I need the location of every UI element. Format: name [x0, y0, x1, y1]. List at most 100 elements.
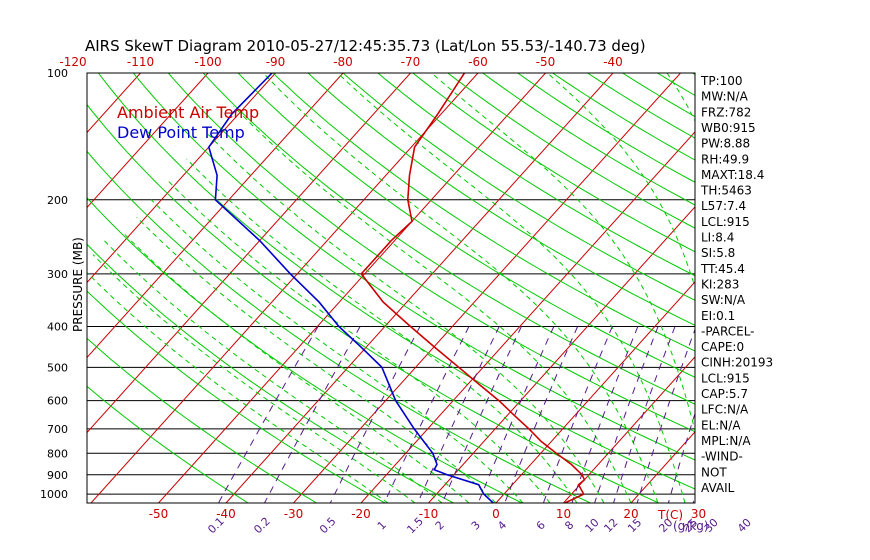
top-temp-tick-label: -90 [266, 55, 286, 69]
dry-adiabat-line [307, 73, 695, 326]
mixing-ratio-label: 0.5 [317, 515, 339, 537]
isotherm-line [563, 356, 695, 503]
dry-adiabat-line [87, 385, 249, 503]
bottom-temp-tick-label: -30 [284, 507, 304, 521]
isotherm-line [0, 73, 73, 503]
bottom-temp-tick-label: -10 [419, 507, 439, 521]
moist-adiabat-line [92, 254, 416, 503]
stability-index-item: RH:49.9 [701, 152, 749, 166]
mixing-ratio-line [218, 326, 319, 503]
dry-adiabat-line [132, 73, 695, 461]
top-temp-tick-label: -70 [401, 55, 421, 69]
dry-adiabat-line [87, 337, 317, 503]
stability-index-item: WB0:915 [701, 121, 756, 135]
dry-adiabat-line [447, 73, 695, 229]
stability-index-item: FRZ:782 [701, 105, 751, 119]
top-temp-tick-label: -80 [333, 55, 353, 69]
dewpoint-profile-line [207, 73, 494, 503]
dry-adiabat-line [272, 73, 695, 352]
dry-adiabat-line [98, 73, 695, 490]
mixing-ratio-label: 4 [495, 518, 509, 532]
dry-adiabat-line [87, 290, 386, 503]
moist-adiabat-line [103, 240, 443, 503]
moist-adiabat-line [759, 73, 793, 503]
moist-adiabat-line [123, 232, 470, 503]
top-temp-tick-label: -40 [603, 55, 623, 69]
mixing-ratio-line [417, 326, 500, 503]
stability-index-item: LCL:915 [701, 371, 750, 385]
mixing-ratio-label: 1 [375, 518, 389, 532]
top-temp-tick-label: -120 [59, 55, 86, 69]
bottom-temp-tick-label: 30 [691, 507, 706, 521]
bottom-temp-tick-label: 20 [623, 507, 638, 521]
mixing-ratio-line [504, 326, 579, 503]
dry-adiabat-line [412, 73, 695, 253]
stability-index-item: CAP:5.7 [701, 387, 748, 401]
stability-index-item: MPL:N/A [701, 434, 751, 448]
stability-index-item: -WIND- [701, 450, 743, 464]
mixing-ratio-line [636, 328, 695, 503]
stability-index-item: LFC:N/A [701, 403, 749, 417]
dry-adiabat-line [237, 73, 695, 378]
bottom-temp-tick-label: 0 [492, 507, 500, 521]
stability-index-item: MAXT:18.4 [701, 168, 764, 182]
diagram-grid [0, 73, 870, 504]
stability-index-item: L57:7.4 [701, 199, 746, 213]
mixing-ratio-line [383, 326, 470, 503]
isotherm-line [766, 73, 870, 503]
mixing-ratio-line [747, 327, 794, 504]
mixing-ratio-label: 2 [433, 518, 447, 532]
stability-index-item: CINH:20193 [701, 356, 773, 370]
plot-frame [86, 72, 696, 504]
stability-index-item: TH:5463 [700, 184, 752, 198]
bottom-temp-tick-labels: -50 -40 -30 -20 -10 0 10 20 30 [149, 507, 706, 521]
isotherm-line [0, 73, 6, 503]
dry-adiabat-line [482, 73, 695, 206]
mixing-ratio-line [264, 326, 361, 503]
top-temp-tick-label: -110 [127, 55, 154, 69]
pressure-tick-label: 600 [47, 395, 68, 408]
dry-adiabat-line [87, 150, 591, 503]
moist-adiabat-line [167, 180, 551, 503]
stability-index-item: SW:N/A [701, 293, 746, 307]
mixing-ratio-label: 12 [601, 516, 620, 535]
stability-index-item: NOT [701, 465, 727, 479]
moist-adiabat-line [233, 105, 632, 503]
mixing-ratio-line [613, 326, 676, 503]
dry-adiabat-line [517, 73, 695, 183]
stability-index-item: CAPE:0 [701, 340, 744, 354]
stability-index-item: PW:8.88 [701, 137, 750, 151]
isotherm-line [495, 281, 695, 503]
pressure-tick-label: 900 [47, 469, 68, 482]
bottom-temp-tick-label: -20 [351, 507, 371, 521]
t-unit-label: T(C) [657, 508, 683, 522]
pressure-tick-label: 1000 [40, 488, 68, 501]
top-temp-tick-labels: -120 -110 -100 -90 -80 -70 -60 -50 -40 [59, 55, 622, 69]
mixing-ratio-line [441, 326, 522, 503]
chart-title: AIRS SkewT Diagram 2010-05-27/12:45:35.7… [85, 37, 646, 55]
sounding-profiles [207, 73, 586, 503]
mixing-ratio-label: 3 [469, 518, 483, 532]
mixing-ratio-label: 6 [534, 518, 548, 532]
isotherm-line [225, 73, 614, 503]
pressure-tick-label: 800 [47, 447, 68, 460]
mixing-ratio-line [594, 326, 659, 503]
moist-adiabat-line [136, 216, 497, 503]
pressure-tick-label: 200 [47, 194, 68, 207]
pressure-tick-label: 300 [47, 268, 68, 281]
moist-adiabat-line [207, 134, 605, 503]
moist-adiabat-line [87, 271, 389, 503]
bottom-temp-tick-label: -50 [149, 507, 169, 521]
bottom-temp-tick-label: 10 [556, 507, 571, 521]
stability-index-item: EI:0.1 [701, 309, 735, 323]
stability-index-item: MW:N/A [701, 90, 749, 104]
dry-adiabat-line [342, 73, 695, 301]
stability-index-item: TT:45.4 [700, 262, 745, 276]
moist-adiabat-line [337, 73, 686, 503]
stability-index-item: -PARCEL- [701, 324, 755, 338]
mixing-ratio-unit-label: (g/kg) [673, 519, 709, 533]
stability-index-item: EL:N/A [701, 418, 741, 432]
stability-index-item: TP:100 [700, 74, 743, 88]
pressure-tick-label: 400 [47, 321, 68, 334]
